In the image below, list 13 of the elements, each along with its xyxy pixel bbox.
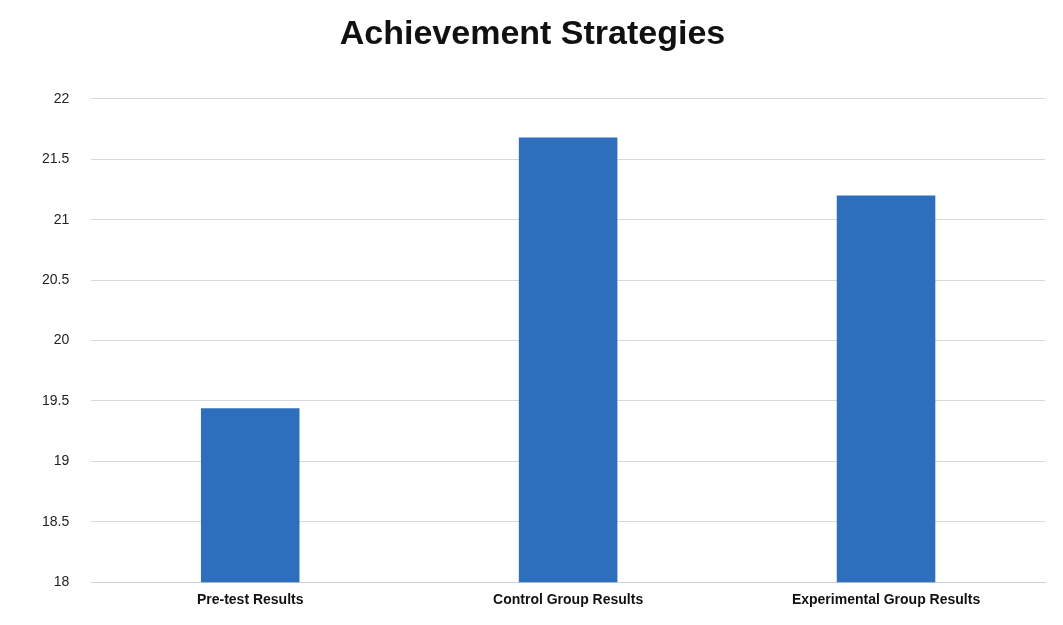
y-tick-label: 19.5 (42, 391, 70, 408)
x-tick-label: Pre-test Results (196, 591, 304, 608)
y-tick-label: 18 (53, 573, 70, 590)
x-tick-label: Control Group Results (493, 591, 644, 608)
chart-title: Achievement Strategies (339, 12, 726, 51)
y-tick-label: 20.5 (42, 270, 70, 287)
y-tick-label: 21.5 (42, 150, 70, 167)
y-tick-label: 18.5 (42, 512, 70, 529)
x-tick-label: Experimental Group Results (791, 591, 981, 608)
y-tick-label: 19 (53, 452, 70, 469)
y-tick-label: 21 (53, 210, 70, 227)
y-tick-label: 22 (53, 89, 70, 106)
y-tick-label: 20 (53, 331, 70, 348)
